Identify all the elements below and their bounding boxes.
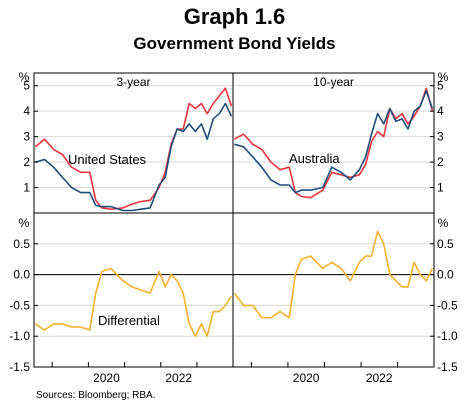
series-line-differential	[233, 230, 434, 319]
series-line-australia	[234, 90, 434, 194]
y-tick-label: -1.0	[9, 329, 30, 343]
bond-yields-chart: United States 3-year Australia 10-year Diffe…	[9, 70, 458, 385]
panel-title: 3-year	[116, 75, 150, 89]
y-tick-label: 2	[437, 155, 444, 169]
y-tick-label: -1.0	[437, 329, 458, 343]
y-tick-label: 4	[437, 104, 444, 118]
y-tick-label: 0.0	[13, 268, 30, 282]
y-tick-label: 1	[23, 181, 30, 195]
series-label-us: United States	[68, 152, 147, 167]
x-tick-label: 2022	[165, 371, 192, 385]
y-tick-label: 3	[23, 130, 30, 144]
y-unit-label: %	[438, 70, 449, 84]
y-tick-label: -1.5	[9, 360, 30, 374]
x-tick-label: 2022	[366, 371, 393, 385]
y-tick-label: 4	[23, 104, 30, 118]
chart-title: Government Bond Yields	[133, 34, 336, 53]
series-label-australia: Australia	[289, 151, 340, 166]
y-unit-label: %	[19, 216, 30, 230]
panel-title: 10-year	[313, 75, 354, 89]
series-line-us	[34, 87, 233, 210]
y-tick-label: 1	[437, 181, 444, 195]
y-tick-label: -0.5	[437, 298, 458, 312]
series-line-differential	[34, 267, 233, 338]
y-tick-label: 5	[23, 79, 30, 93]
y-unit-label: %	[438, 216, 449, 230]
series-line-australia	[35, 102, 233, 212]
y-tick-label: 5	[437, 79, 444, 93]
graph-label: Graph 1.6	[183, 4, 286, 29]
y-tick-label: 0.5	[13, 237, 30, 251]
y-tick-label: 3	[437, 130, 444, 144]
y-tick-label: 2	[23, 155, 30, 169]
y-unit-label: %	[19, 70, 30, 84]
source-note: Sources: Bloomberg; RBA.	[36, 390, 156, 401]
series-line-us	[234, 87, 434, 199]
y-tick-label: -0.5	[9, 298, 30, 312]
series-label-differential: Differential	[98, 313, 160, 328]
x-tick-label: 2020	[293, 371, 320, 385]
x-tick-label: 2020	[93, 371, 120, 385]
y-tick-label: 0.5	[437, 237, 454, 251]
y-tick-label: 0.0	[437, 268, 454, 282]
chart-frame	[33, 72, 435, 368]
y-tick-label: -1.5	[437, 360, 458, 374]
